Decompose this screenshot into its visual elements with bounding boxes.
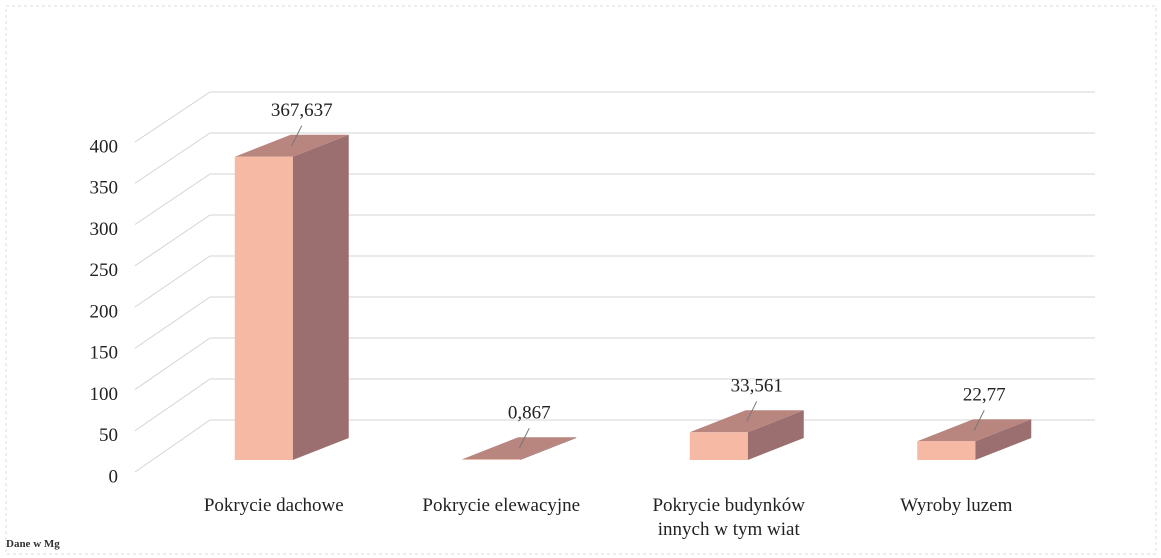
grid-line [134, 255, 211, 308]
bar-side [520, 437, 577, 460]
grid-line [134, 337, 211, 390]
bar [462, 459, 521, 460]
grid-line [134, 132, 211, 184]
grid-line [134, 173, 211, 225]
y-tick-label: 350 [90, 178, 119, 199]
data-label: 0,867 [508, 403, 551, 424]
bar-side [975, 419, 1032, 460]
y-tick-label: 400 [90, 136, 119, 157]
y-tick-label: 100 [90, 384, 119, 405]
grid-line [134, 91, 211, 143]
bar [234, 156, 293, 461]
grid-line [134, 296, 211, 349]
y-tick-label: 300 [90, 219, 119, 240]
frame [5, 5, 1157, 555]
footnote: Dane w Mg [6, 538, 60, 550]
data-label: 33,561 [731, 376, 783, 397]
x-tick-label: Pokrycie dachowe [203, 495, 344, 516]
data-label: 22,77 [963, 385, 1006, 406]
y-tick-label: 250 [90, 260, 119, 281]
bar [917, 441, 976, 460]
leader-line [746, 401, 758, 422]
leader-line [518, 428, 530, 449]
x-tick-label: Wyroby luzem [900, 495, 1013, 516]
bar [689, 432, 748, 460]
bar-side [292, 134, 349, 461]
x-tick-label: Pokrycie elewacyjne [422, 495, 581, 516]
grid-line [134, 419, 211, 473]
leader-line [973, 409, 985, 431]
leader-line [291, 125, 303, 146]
y-tick-label: 0 [109, 466, 119, 487]
y-tick-label: 200 [90, 301, 119, 322]
y-tick-label: 150 [90, 343, 119, 364]
x-tick-label: Pokrycie budynków innych w tym wiat [652, 495, 805, 540]
data-label: 367,637 [271, 100, 333, 121]
y-tick-label: 50 [99, 425, 118, 446]
bar-side [747, 410, 804, 460]
grid-line [134, 378, 211, 432]
grid-line [134, 214, 211, 267]
